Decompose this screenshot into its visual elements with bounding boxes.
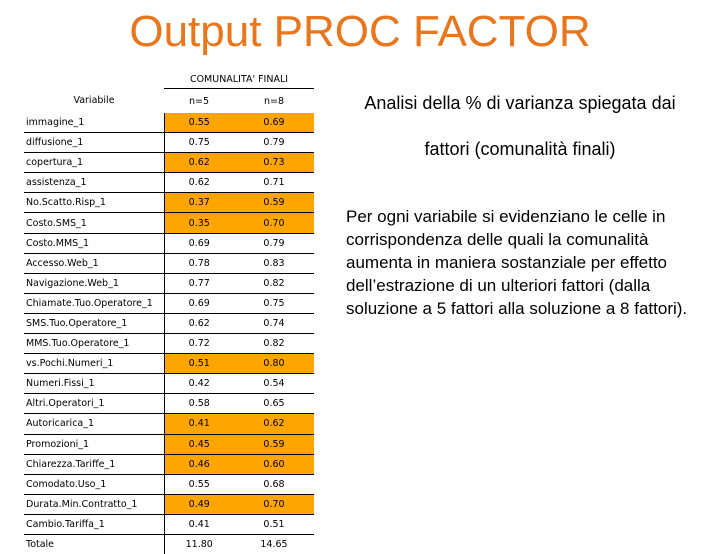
variable-name: Chiamate.Tuo.Operatore_1 xyxy=(24,293,165,314)
variable-name: Chiarezza.Tariffe_1 xyxy=(24,454,165,475)
value-n5: 0.69 xyxy=(164,293,234,314)
column-header-variable: Variabile xyxy=(73,95,115,107)
table-row: Cambio.Tariffa_1 0.41 0.51 xyxy=(24,514,314,535)
value-n5: 0.55 xyxy=(164,113,234,134)
value-n8: 0.62 xyxy=(234,413,314,435)
value-n8: 0.60 xyxy=(234,454,314,475)
value-n5: 0.62 xyxy=(164,152,234,174)
table-row: Altri.Operatori_1 0.58 0.65 xyxy=(24,393,314,415)
variable-name: Costo.SMS_1 xyxy=(24,212,165,234)
value-n5: 0.35 xyxy=(164,212,234,234)
caption-variance-explained: Analisi della % di varianza spiegata dai… xyxy=(364,93,676,159)
variable-name: vs.Pochi.Numeri_1 xyxy=(24,353,165,375)
value-n5: 0.62 xyxy=(164,313,234,335)
table-row: Promozioni_1 0.45 0.59 xyxy=(24,434,314,455)
variable-name: Cambio.Tariffa_1 xyxy=(24,514,165,535)
value-n8: 0.70 xyxy=(234,212,314,234)
table-row: vs.Pochi.Numeri_1 0.51 0.80 xyxy=(24,353,314,375)
value-n5: 0.49 xyxy=(164,494,234,515)
value-n8: 0.69 xyxy=(234,113,314,134)
value-n8: 0.71 xyxy=(234,172,314,194)
value-n8: 0.73 xyxy=(234,152,314,174)
value-n5: 0.42 xyxy=(164,373,234,395)
value-n8: 0.75 xyxy=(234,293,314,314)
total-n8: 14.65 xyxy=(260,539,288,551)
variable-name: Durata.Min.Contratto_1 xyxy=(24,494,165,515)
variable-name: Comodato.Uso_1 xyxy=(24,474,165,495)
variable-name: Autoricarica_1 xyxy=(24,413,165,435)
table-row: Durata.Min.Contratto_1 0.49 0.70 xyxy=(24,494,314,515)
value-n5: 0.45 xyxy=(164,434,234,455)
variable-name: assistenza_1 xyxy=(24,172,165,194)
value-n5: 0.55 xyxy=(164,474,234,495)
variable-name: Numeri.Fissi_1 xyxy=(24,373,165,395)
value-n5: 0.37 xyxy=(164,192,234,214)
value-n8: 0.54 xyxy=(234,373,314,395)
variable-name: copertura_1 xyxy=(24,152,165,174)
value-n5: 0.58 xyxy=(164,393,234,415)
value-n5: 0.78 xyxy=(164,253,234,274)
table-row: No.Scatto.Risp_1 0.37 0.59 xyxy=(24,192,314,214)
value-n5: 0.41 xyxy=(164,413,234,435)
table-row: SMS.Tuo.Operatore_1 0.62 0.74 xyxy=(24,313,314,335)
total-label: Totale xyxy=(24,534,165,554)
value-n8: 0.59 xyxy=(234,192,314,214)
table-row: assistenza_1 0.62 0.71 xyxy=(24,172,314,194)
variable-name: Altri.Operatori_1 xyxy=(24,393,165,415)
group-header: COMUNALITA' FINALI xyxy=(164,70,314,89)
total-row: Totale 11.80 14.65 xyxy=(24,534,314,554)
value-n5: 0.69 xyxy=(164,233,234,254)
value-n8: 0.79 xyxy=(234,233,314,254)
value-n8: 0.79 xyxy=(234,132,314,154)
value-n5: 0.46 xyxy=(164,454,234,475)
table-row: Costo.SMS_1 0.35 0.70 xyxy=(24,212,314,234)
value-n5: 0.75 xyxy=(164,132,234,154)
table-row: Chiarezza.Tariffe_1 0.46 0.60 xyxy=(24,454,314,475)
table-row: Numeri.Fissi_1 0.42 0.54 xyxy=(24,373,314,395)
value-n8: 0.82 xyxy=(234,333,314,355)
variable-name: Costo.MMS_1 xyxy=(24,233,165,254)
value-n8: 0.59 xyxy=(234,434,314,455)
variable-name: SMS.Tuo.Operatore_1 xyxy=(24,313,165,335)
value-n8: 0.68 xyxy=(234,474,314,495)
table-row: immagine_1 0.55 0.69 xyxy=(24,113,314,134)
value-n8: 0.74 xyxy=(234,313,314,335)
table-row: Accesso.Web_1 0.78 0.83 xyxy=(24,253,314,274)
table-row: Autoricarica_1 0.41 0.62 xyxy=(24,413,314,435)
page-title: Output PROC FACTOR xyxy=(129,7,591,56)
table-row: copertura_1 0.62 0.73 xyxy=(24,152,314,174)
variable-name: Navigazione.Web_1 xyxy=(24,273,165,294)
table-row: Costo.MMS_1 0.69 0.79 xyxy=(24,233,314,254)
communality-table: COMUNALITA' FINALI Variabile n=5 n=8 imm… xyxy=(24,70,314,554)
table-row: diffusione_1 0.75 0.79 xyxy=(24,132,314,154)
caption-explanation: Per ogni variabile si evidenziano le cel… xyxy=(346,207,688,318)
value-n5: 0.72 xyxy=(164,333,234,355)
value-n8: 0.82 xyxy=(234,273,314,294)
value-n5: 0.77 xyxy=(164,273,234,294)
value-n8: 0.80 xyxy=(234,353,314,375)
value-n5: 0.51 xyxy=(164,353,234,375)
value-n8: 0.83 xyxy=(234,253,314,274)
variable-name: diffusione_1 xyxy=(24,132,165,154)
value-n5: 0.62 xyxy=(164,172,234,194)
column-header-n5: n=5 xyxy=(188,95,210,107)
variable-name: No.Scatto.Risp_1 xyxy=(24,192,165,214)
variable-name: MMS.Tuo.Operatore_1 xyxy=(24,333,165,355)
column-header-n8: n=8 xyxy=(263,95,285,107)
value-n8: 0.70 xyxy=(234,494,314,515)
table-row: MMS.Tuo.Operatore_1 0.72 0.82 xyxy=(24,333,314,355)
variable-name: Accesso.Web_1 xyxy=(24,253,165,274)
variable-name: Promozioni_1 xyxy=(24,434,165,455)
table-row: Comodato.Uso_1 0.55 0.68 xyxy=(24,474,314,495)
table-row: Chiamate.Tuo.Operatore_1 0.69 0.75 xyxy=(24,293,314,314)
table-row: Navigazione.Web_1 0.77 0.82 xyxy=(24,273,314,294)
value-n8: 0.51 xyxy=(234,514,314,535)
variable-name: immagine_1 xyxy=(24,113,165,134)
value-n5: 0.41 xyxy=(164,514,234,535)
total-n5: 11.80 xyxy=(185,539,213,551)
value-n8: 0.65 xyxy=(234,393,314,415)
